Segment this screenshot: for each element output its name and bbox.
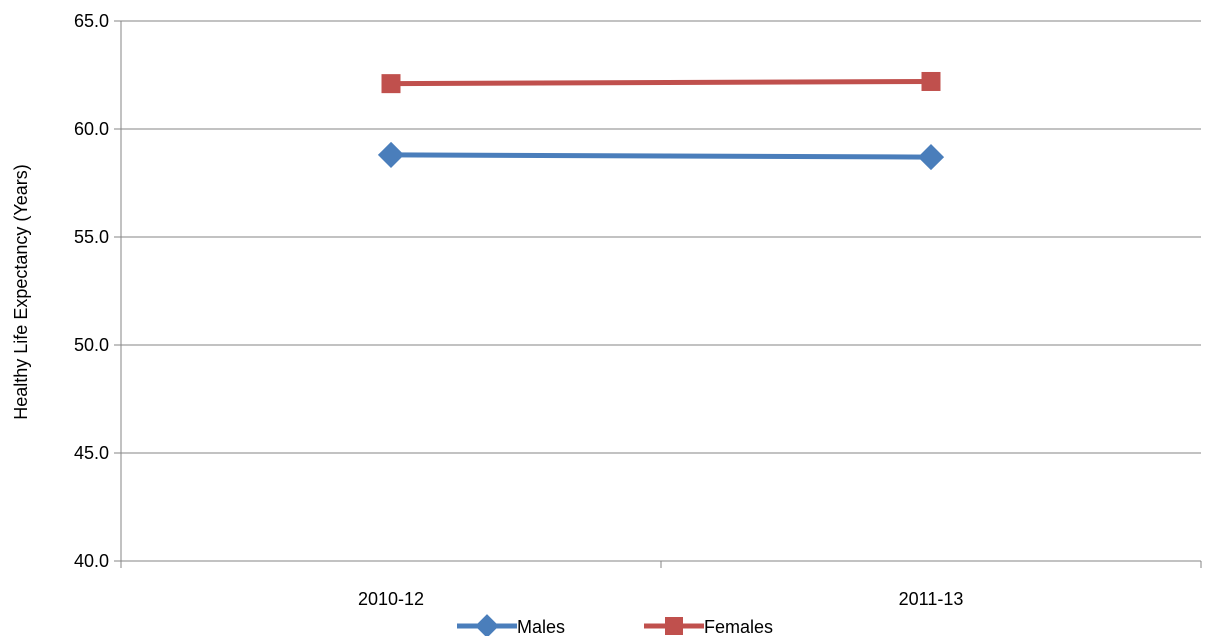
y-axis-title: Healthy Life Expectancy (Years)	[11, 164, 31, 419]
y-tick-label: 50.0	[74, 335, 109, 355]
data-point-males	[917, 143, 945, 171]
y-tick-label: 65.0	[74, 11, 109, 31]
diamond-icon	[475, 614, 499, 636]
legend: Males Females	[457, 614, 773, 636]
y-tick-label: 55.0	[74, 227, 109, 247]
data-point-males	[377, 141, 405, 169]
series-lines	[377, 71, 945, 171]
data-point-females	[381, 74, 401, 94]
series-line-males	[390, 152, 932, 160]
x-tick-labels: 2010-12 2011-13	[358, 589, 963, 609]
series-line-females	[390, 78, 932, 87]
x-tick-label: 2011-13	[899, 589, 964, 609]
y-tick-label: 40.0	[74, 551, 109, 571]
legend-label-males: Males	[517, 617, 565, 636]
gridlines	[121, 20, 1201, 454]
x-tick-label: 2010-12	[358, 589, 424, 609]
y-tick-label: 60.0	[74, 119, 109, 139]
axes	[114, 20, 1202, 568]
data-point-females	[921, 71, 941, 91]
y-tick-label: 45.0	[74, 443, 109, 463]
square-icon	[665, 617, 683, 635]
legend-label-females: Females	[704, 617, 773, 636]
y-tick-labels: 40.0 45.0 50.0 55.0 60.0 65.0	[74, 11, 109, 571]
